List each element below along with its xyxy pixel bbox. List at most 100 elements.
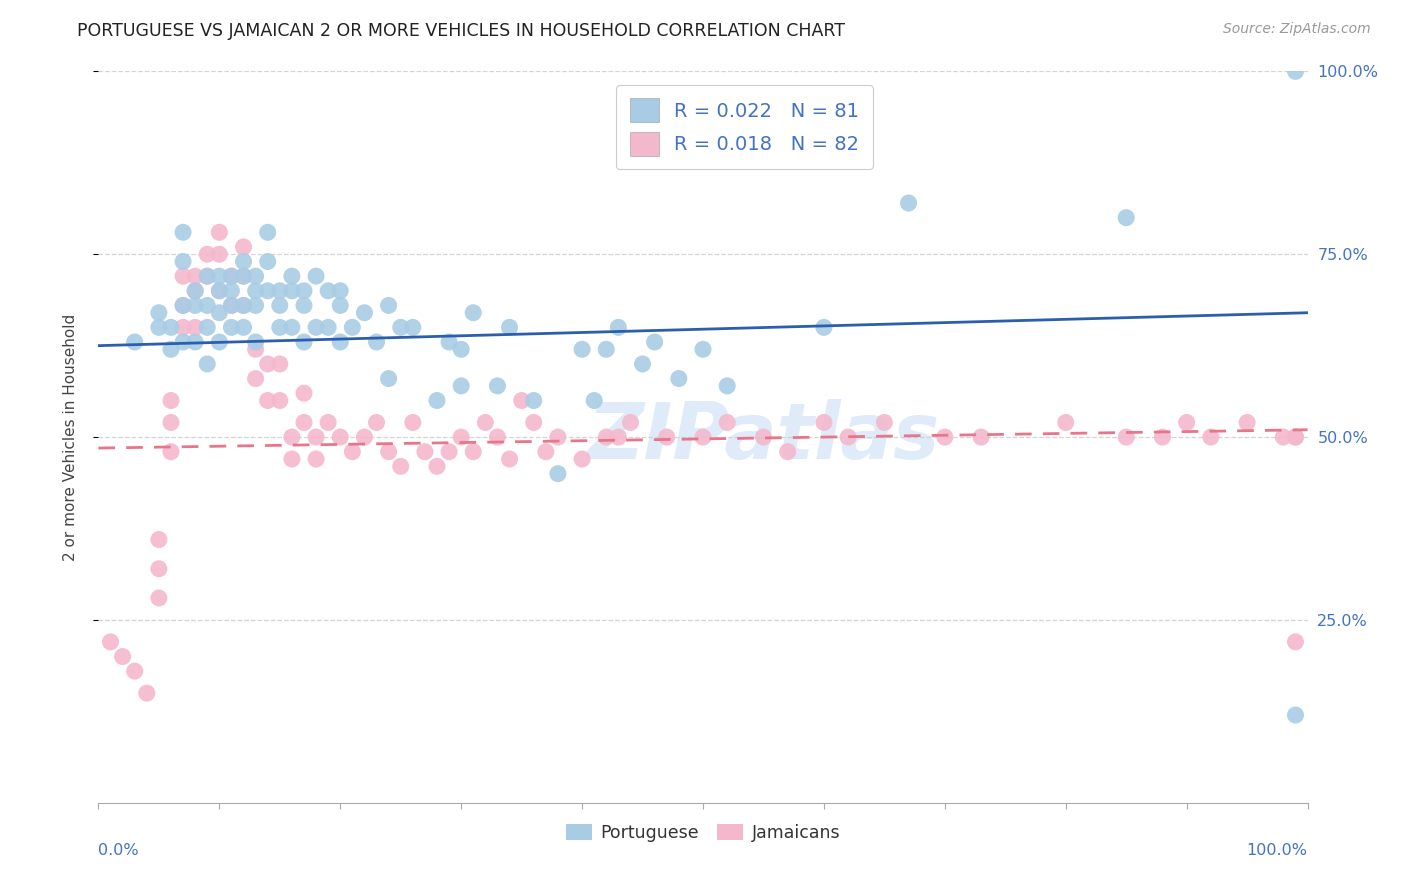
Point [232, 269, 254, 284]
Point [184, 334, 207, 349]
Point [256, 393, 278, 408]
Point [245, 343, 267, 357]
Point [100, 635, 122, 649]
Point [329, 284, 352, 298]
Point [292, 298, 315, 312]
Point [208, 225, 231, 239]
Point [692, 343, 714, 357]
Point [655, 430, 678, 444]
Text: PORTUGUESE VS JAMAICAN 2 OR MORE VEHICLES IN HOUSEHOLD CORRELATION CHART: PORTUGUESE VS JAMAICAN 2 OR MORE VEHICLE… [77, 22, 845, 40]
Point [160, 343, 183, 357]
Point [111, 649, 134, 664]
Point [148, 533, 170, 547]
Point [1152, 430, 1174, 444]
Point [644, 334, 666, 349]
Point [402, 320, 425, 334]
Point [256, 284, 278, 298]
Point [1115, 430, 1137, 444]
Point [498, 452, 520, 467]
Point [353, 306, 375, 320]
Point [776, 444, 799, 458]
Text: 100.0%: 100.0% [1247, 843, 1308, 858]
Point [172, 225, 194, 239]
Point [160, 393, 183, 408]
Point [837, 430, 859, 444]
Point [208, 284, 231, 298]
Point [245, 334, 267, 349]
Point [160, 416, 183, 430]
Point [1272, 430, 1295, 444]
Point [523, 393, 546, 408]
Point [813, 320, 835, 334]
Point [1284, 430, 1306, 444]
Point [716, 379, 738, 393]
Point [402, 416, 425, 430]
Point [221, 284, 243, 298]
Point [716, 416, 738, 430]
Point [547, 430, 569, 444]
Point [1175, 416, 1198, 430]
Point [474, 416, 496, 430]
Point [269, 357, 291, 371]
Point [437, 444, 460, 458]
Point [873, 416, 896, 430]
Point [813, 416, 835, 430]
Point [316, 416, 339, 430]
Point [498, 320, 520, 334]
Point [232, 240, 254, 254]
Point [232, 320, 254, 334]
Point [245, 269, 267, 284]
Point [510, 393, 533, 408]
Point [245, 371, 267, 385]
Point [195, 357, 218, 371]
Point [184, 269, 207, 284]
Point [463, 306, 485, 320]
Point [195, 298, 218, 312]
Point [450, 379, 472, 393]
Point [607, 320, 630, 334]
Point [353, 430, 375, 444]
Point [256, 254, 278, 268]
Point [281, 284, 304, 298]
Text: ZIPatlas: ZIPatlas [588, 399, 939, 475]
Point [195, 247, 218, 261]
Point [232, 298, 254, 312]
Point [1115, 211, 1137, 225]
Point [305, 430, 328, 444]
Point [329, 430, 352, 444]
Point [256, 357, 278, 371]
Point [668, 371, 690, 385]
Point [281, 430, 304, 444]
Legend: Portuguese, Jamaicans: Portuguese, Jamaicans [560, 817, 846, 849]
Point [595, 343, 617, 357]
Point [208, 334, 231, 349]
Point [377, 371, 399, 385]
Point [1284, 64, 1306, 78]
Point [172, 298, 194, 312]
Point [292, 416, 315, 430]
Point [437, 334, 460, 349]
Point [607, 430, 630, 444]
Point [571, 452, 593, 467]
Point [172, 320, 194, 334]
Point [292, 386, 315, 401]
Point [172, 298, 194, 312]
Point [583, 393, 606, 408]
Y-axis label: 2 or more Vehicles in Household: 2 or more Vehicles in Household [63, 313, 77, 561]
Point [208, 284, 231, 298]
Point [1284, 708, 1306, 723]
Point [221, 320, 243, 334]
Point [232, 269, 254, 284]
Point [172, 334, 194, 349]
Point [342, 320, 364, 334]
Point [316, 320, 339, 334]
Point [413, 444, 436, 458]
Point [377, 298, 399, 312]
Point [232, 298, 254, 312]
Point [221, 269, 243, 284]
Point [752, 430, 775, 444]
Point [389, 320, 412, 334]
Point [305, 452, 328, 467]
Point [523, 416, 546, 430]
Point [305, 269, 328, 284]
